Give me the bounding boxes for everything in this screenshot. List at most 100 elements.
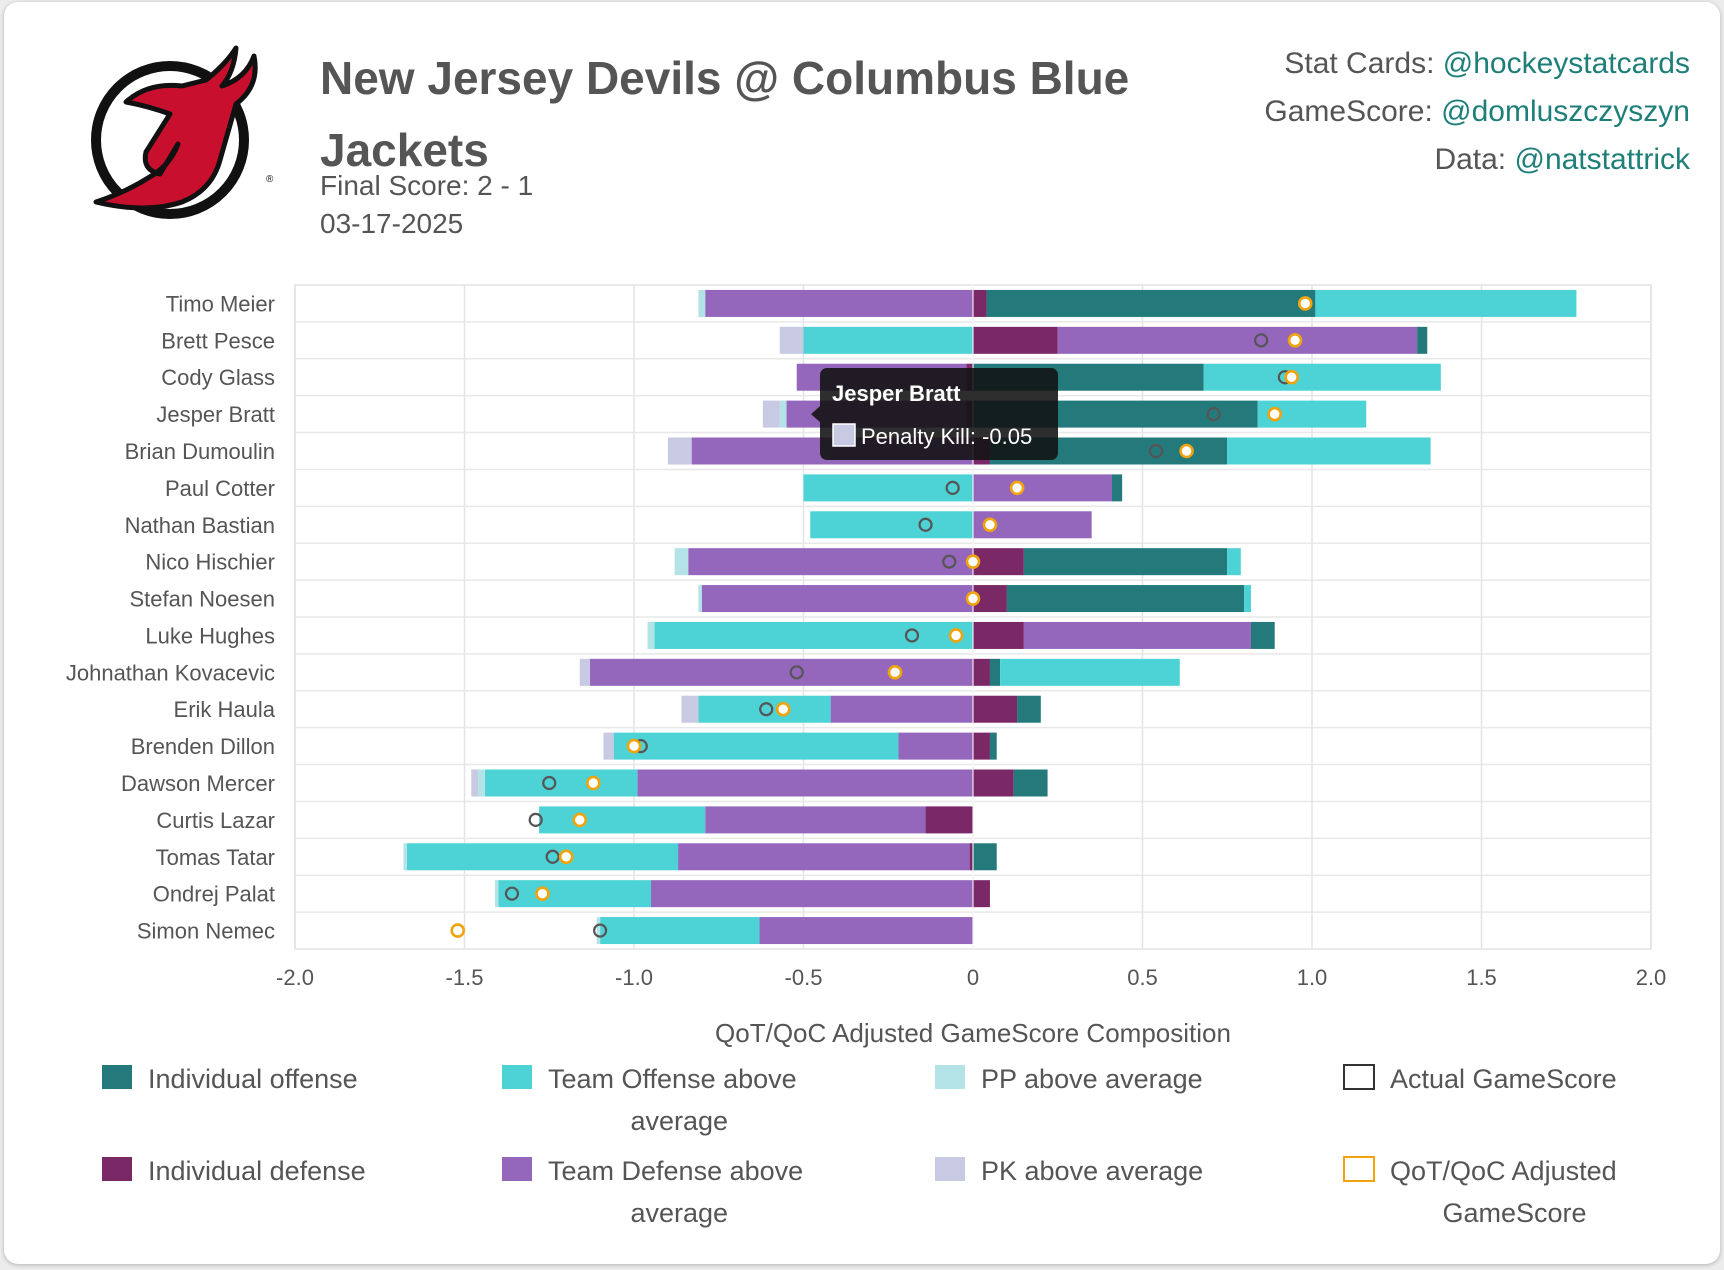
bar-team-defense [589, 658, 973, 686]
bar-individual-defense [973, 732, 990, 760]
stat-cards-link[interactable]: @hockeystatcards [1442, 47, 1690, 80]
bar-individual-defense [973, 695, 1018, 723]
actual-gamescore-marker [904, 628, 920, 643]
bar-pp [698, 585, 702, 613]
tooltip-value: Penalty Kill: -0.05 [861, 424, 1032, 449]
legend-label-team-offense-cont: average [631, 1106, 729, 1136]
bar-team-defense [898, 732, 973, 760]
bar-team-defense [973, 474, 1112, 502]
actual-gamescore-marker [1254, 333, 1269, 348]
x-tick-label: -0.5 [785, 965, 823, 990]
credit-data: Data: @natstattrick [1434, 143, 1690, 176]
bar-individual-offense [986, 289, 1316, 317]
x-axis-label: QoT/QoC Adjusted GameScore Composition [715, 1018, 1231, 1048]
bar-pp [596, 917, 601, 945]
bar-team-offense [613, 732, 899, 760]
legend-label-team-defense-cont: average [631, 1198, 729, 1228]
tooltip-swatch [832, 423, 856, 447]
bar-pk [762, 400, 780, 428]
bar-pp [478, 769, 485, 797]
bar-team-offense [803, 474, 973, 502]
adjusted-gamescore-marker [1009, 480, 1025, 496]
player-label: Simon Nemec [137, 919, 275, 944]
actual-gamescore-marker [528, 812, 543, 827]
player-label: Nathan Bastian [125, 513, 275, 538]
actual-gamescore-marker [759, 702, 774, 717]
bar-individual-defense [973, 769, 1014, 797]
bar-team-defense [701, 585, 973, 613]
player-label: Brenden Dillon [131, 734, 275, 759]
x-tick-label: -1.5 [446, 965, 484, 990]
bar-individual-defense [973, 621, 1024, 649]
adjusted-gamescore-marker [887, 665, 903, 680]
bar-individual-offense [1006, 585, 1245, 613]
bar-individual-defense [969, 843, 973, 871]
actual-gamescore-marker [504, 886, 520, 901]
bar-team-offense [803, 326, 973, 354]
bar-team-offense [810, 511, 973, 539]
player-label: Brett Pesce [161, 328, 275, 353]
credit-stat-cards: Stat Cards: @hockeystatcards [1284, 47, 1690, 80]
bar-individual-offense [973, 843, 997, 871]
bar-pp [698, 289, 706, 317]
bar-individual-offense [1250, 621, 1275, 649]
bar-team-defense [650, 880, 973, 908]
gamescore-link[interactable]: @domluszczyszyn [1441, 95, 1690, 128]
adjusted-gamescore-marker [965, 554, 981, 569]
legend-label-individual-offense: Individual offense [148, 1064, 358, 1094]
bar-team-offense [1227, 437, 1431, 465]
bar-team-offense [654, 621, 973, 649]
legend-label-adjusted-cont: GameScore [1443, 1198, 1587, 1228]
bar-individual-offense [989, 658, 1001, 686]
adjusted-gamescore-marker [1287, 333, 1303, 348]
adjusted-gamescore-marker [626, 738, 642, 754]
x-tick-label: -2.0 [276, 965, 314, 990]
bar-pk [667, 437, 692, 465]
bar-team-offense [484, 769, 638, 797]
tooltip [820, 368, 1058, 460]
bar-individual-defense [925, 806, 973, 834]
actual-gamescore-marker [945, 480, 960, 495]
legend-swatch-team-offense [502, 1065, 532, 1089]
data-link[interactable]: @natstattrick [1514, 143, 1690, 176]
bar-individual-defense [973, 548, 1024, 576]
gamescore-chart: -2.0 -1.5 -1.0 -0.5 0 0.5 1.0 1.5 2.0 Timo Meier B… [66, 284, 1666, 1228]
bar-team-offense [498, 880, 651, 908]
bar-team-offense [1244, 585, 1251, 613]
actual-gamescore-marker [1206, 407, 1221, 422]
bar-individual-offense [1111, 474, 1123, 502]
bar-individual-defense [973, 326, 1058, 354]
adjusted-gamescore-marker [558, 849, 574, 865]
bar-team-offense [539, 806, 706, 834]
adjusted-gamescore-marker [450, 923, 466, 938]
player-label: Jesper Bratt [156, 402, 275, 427]
bar-pk [471, 769, 479, 797]
bar-individual-offense [1013, 769, 1048, 797]
final-score: Final Score: 2 - 1 [320, 170, 534, 201]
adjusted-gamescore-marker [535, 886, 550, 901]
bar-pp [674, 548, 689, 576]
legend-label-team-offense: Team Offense above [548, 1064, 797, 1094]
bar-team-defense [688, 548, 973, 576]
legend-swatch-pp [935, 1065, 965, 1089]
bar-individual-offense [1417, 326, 1428, 354]
bar-team-offense [1203, 363, 1441, 391]
legend-swatch-individual-defense [102, 1157, 132, 1181]
bar-pp [647, 621, 655, 649]
bar-individual-defense [973, 880, 990, 908]
x-tick-label: 1.0 [1297, 965, 1328, 990]
bar-pk [579, 658, 590, 686]
player-label: Brian Dumoulin [125, 439, 275, 464]
legend-label-actual: Actual GameScore [1390, 1064, 1617, 1094]
legend-swatch-team-defense [502, 1157, 532, 1181]
x-tick-label: 0 [967, 965, 979, 990]
player-label: Tomas Tatar [156, 845, 275, 870]
adjusted-gamescore-marker [965, 591, 981, 606]
bar-individual-defense [973, 289, 987, 317]
actual-gamescore-marker [592, 923, 608, 938]
legend-swatch-actual [1343, 1064, 1375, 1090]
adjusted-gamescore-marker [1267, 406, 1283, 422]
adjusted-gamescore-marker [1297, 296, 1313, 311]
legend-label-pk: PK above average [981, 1156, 1203, 1186]
stat-card: ® New Jersey Devils @ Columbus Blue Jack… [4, 2, 1720, 1264]
